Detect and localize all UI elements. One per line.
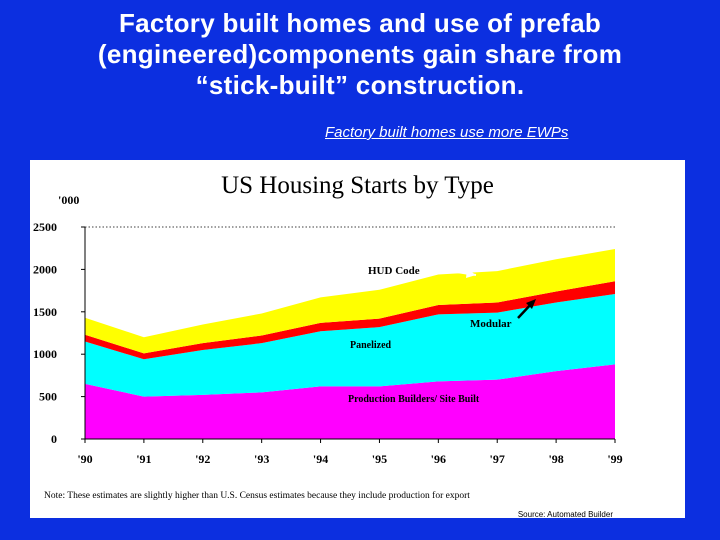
headline-line-1: Factory built homes and use of prefab: [118, 8, 602, 38]
x-tick-label-8: '98: [548, 452, 563, 466]
chart-panel: 0 500 1000 1500 2000 2500 '90 '91 '92 '93 '94 '95 '9…: [30, 160, 685, 519]
x-tick-label-5: '95: [372, 452, 387, 466]
x-tick-label-1: '91: [136, 452, 151, 466]
annotation-modular: Modular: [470, 318, 512, 330]
annotation-production: Production Builders/ Site Built: [348, 394, 480, 405]
y-tick-label-1: 500: [39, 390, 57, 404]
headline-line-3: “stick-built” construction.: [195, 70, 525, 100]
y-tick-label-4: 2000: [33, 262, 57, 276]
footnote: Note: These estimates are slightly highe…: [44, 491, 470, 501]
area-series-0: [85, 364, 615, 439]
headline-line-2: (engineered)components gain share from: [97, 39, 623, 69]
chart-title: US Housing Starts by Type: [221, 172, 494, 199]
y-tick-label-2: 1000: [33, 347, 57, 361]
x-tick-label-2: '92: [195, 452, 210, 466]
x-tick-label-4: '94: [313, 452, 328, 466]
annotation-hud-code: HUD Code: [368, 265, 420, 277]
area-series-3: [85, 249, 615, 354]
x-tick-label-0: '90: [77, 452, 92, 466]
area-series-1: [85, 293, 615, 397]
housing-starts-chart: 0 500 1000 1500 2000 2500 '90 '91 '92 '93 '94 '95 '9…: [33, 220, 623, 466]
x-tick-label-3: '93: [254, 452, 269, 466]
subheadline: Factory built homes use more EWPs: [325, 124, 569, 141]
x-tick-label-6: '96: [431, 452, 446, 466]
y-tick-label-3: 1500: [33, 305, 57, 319]
y-tick-label-5: 2500: [33, 220, 57, 234]
x-tick-label-7: '97: [490, 452, 505, 466]
y-tick-label-0: 0: [51, 432, 57, 446]
x-tick-label-9: '99: [607, 452, 622, 466]
arrow-head-hud-code: [466, 269, 476, 278]
headline: Factory built homes and use of prefab (e…: [0, 8, 720, 101]
arrow-head-modular: [526, 299, 536, 309]
annotation-panelized: Panelized: [350, 340, 392, 351]
y-axis-unit-label: '000: [58, 193, 80, 207]
source-credit: Source: Automated Builder: [517, 510, 613, 519]
